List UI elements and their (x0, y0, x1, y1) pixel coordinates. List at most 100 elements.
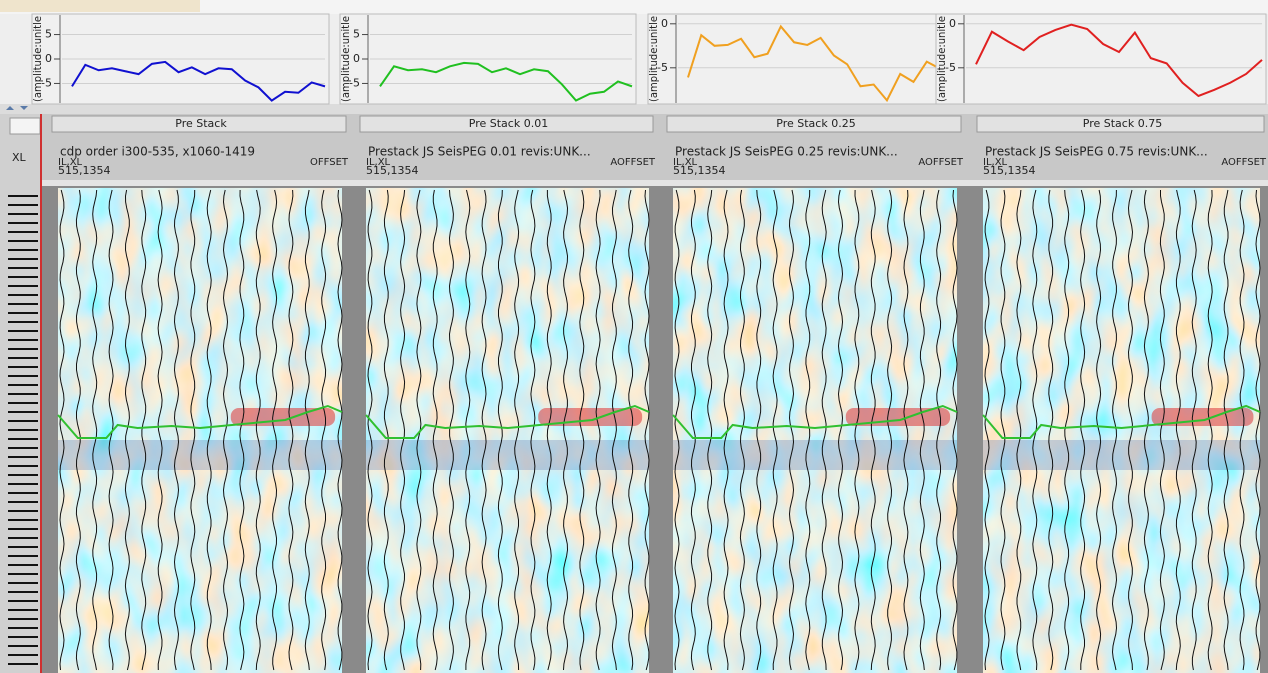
scroll-arrows[interactable] (6, 106, 28, 110)
data-line (71, 60, 326, 102)
trace (255, 189, 261, 671)
trace (690, 189, 696, 671)
y-axis-label: (amplitude:unitle (31, 16, 44, 102)
trace (628, 189, 634, 671)
trace (304, 189, 310, 671)
trace (870, 189, 876, 671)
data-line (975, 23, 1263, 98)
trace (936, 189, 942, 671)
trace (952, 189, 958, 671)
y-axis-label: (amplitude:unitle (339, 16, 352, 102)
trace (887, 189, 893, 671)
trace (595, 189, 601, 671)
panel-description: Prestack JS SeisPEG 0.75 revis:UNK... (985, 145, 1208, 159)
trace (1223, 189, 1229, 671)
trace (1000, 189, 1006, 671)
trace (1175, 189, 1181, 671)
key-label: IL,XL (983, 157, 1008, 168)
trace (1127, 189, 1134, 671)
y-tick-label: 0 (353, 52, 360, 65)
seismic-panel (365, 188, 650, 673)
offset-label: AOFFSET (610, 157, 656, 168)
trace (448, 189, 454, 671)
position-label: 515,1354 (58, 164, 111, 177)
panel-title: Pre Stack 0.01 (469, 117, 548, 130)
trace (1191, 189, 1197, 671)
trace (1048, 189, 1054, 671)
corner-box (9, 117, 41, 135)
trace (367, 189, 373, 671)
trace (821, 189, 827, 671)
trace (1064, 189, 1070, 671)
trace (92, 189, 98, 671)
offset-label: OFFSET (310, 157, 349, 168)
trace (514, 189, 520, 671)
trace (984, 189, 990, 671)
panel-title: Pre Stack 0.75 (1083, 117, 1162, 130)
trace (837, 189, 844, 671)
seismic-image (983, 188, 1260, 673)
trace (173, 189, 180, 671)
reflector-band (983, 440, 1260, 470)
trace (288, 189, 294, 671)
trace (707, 189, 713, 671)
trace (1096, 189, 1102, 671)
trace (75, 189, 81, 671)
trace (124, 189, 130, 671)
y-tick-label: -5 (657, 61, 668, 74)
trace (788, 189, 795, 671)
toolbar (0, 104, 1268, 114)
y-tick-label: -5 (945, 61, 956, 74)
trace (272, 189, 278, 671)
trace (611, 189, 617, 671)
trace (919, 189, 925, 671)
trace (1111, 189, 1118, 671)
trace (337, 189, 343, 671)
offset-label: AOFFSET (1221, 157, 1267, 168)
reflector-band (673, 440, 957, 470)
trace (1207, 189, 1213, 671)
trace (497, 189, 503, 671)
trace (383, 189, 389, 671)
y-tick-label: 5 (45, 28, 52, 41)
panel-tab (51, 115, 347, 133)
trace (546, 190, 552, 671)
seismic-image (58, 188, 342, 673)
y-axis-label: (amplitude:unitle (647, 16, 660, 102)
position-label: 515,1354 (366, 164, 419, 177)
trace (1159, 190, 1165, 671)
sidebar-label: XL (12, 151, 27, 164)
panel-description: cdp order i300-535, x1060-1419 (60, 145, 255, 159)
trace (530, 189, 536, 671)
panel-description: Prestack JS SeisPEG 0.25 revis:UNK... (675, 145, 898, 159)
trace (854, 189, 860, 671)
trace (1016, 189, 1022, 671)
tab-strip (0, 0, 1268, 14)
panel-title: Pre Stack 0.25 (776, 117, 855, 130)
trace (756, 189, 762, 671)
tab[interactable] (0, 0, 200, 12)
trace (481, 189, 487, 671)
trace (1255, 189, 1261, 671)
horizon (982, 404, 1261, 439)
position-label: 515,1354 (983, 164, 1036, 177)
trace (206, 189, 212, 671)
seismic-panel (982, 188, 1261, 673)
trace (644, 189, 650, 671)
trace (239, 189, 245, 671)
trace (903, 189, 909, 671)
trace (674, 189, 680, 671)
trace (772, 189, 778, 671)
trace (141, 189, 147, 671)
trace (432, 189, 438, 671)
trace (1143, 189, 1149, 671)
seismic-image (366, 188, 649, 673)
trace (579, 189, 585, 671)
data-line (687, 24, 941, 103)
trace (739, 189, 745, 671)
data-line (379, 61, 633, 102)
plot-area (647, 13, 945, 105)
y-axis-label: (amplitude:unitle (935, 16, 948, 102)
